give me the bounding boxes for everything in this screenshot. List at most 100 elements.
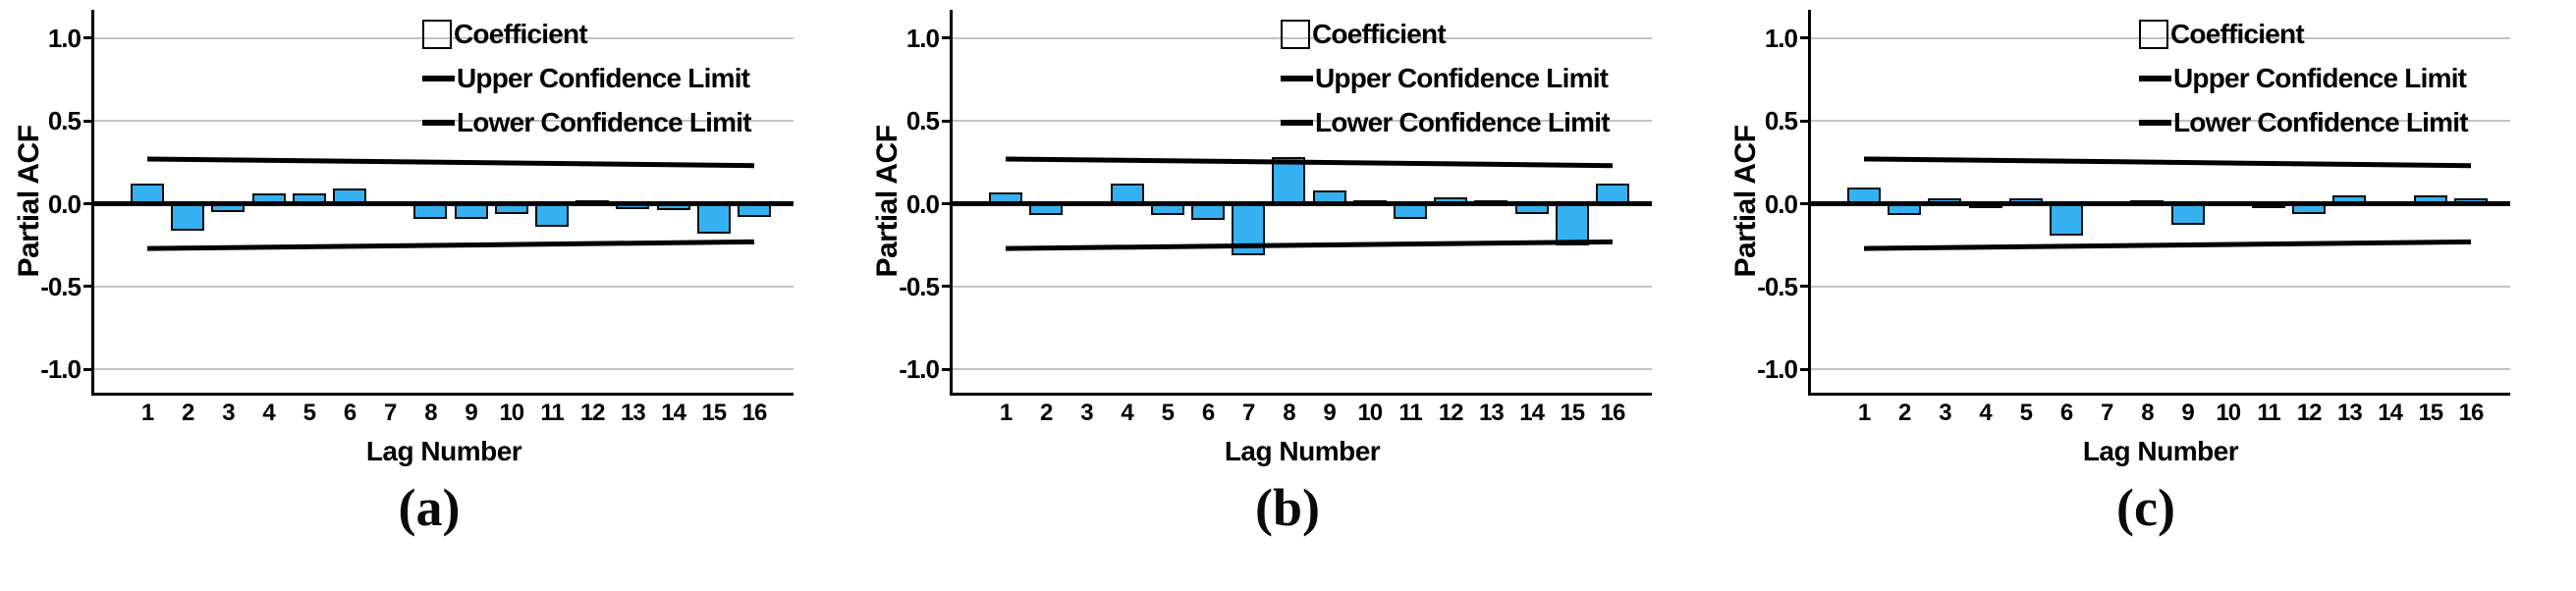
legend-item-upper-confidence-limit: Upper Confidence Limit [422,56,751,100]
x-axis [91,393,794,396]
x-tick-label: 2 [1898,400,1911,426]
upper-confidence-limit-line [1863,156,2472,169]
x-tick-label: 6 [2059,400,2073,426]
legend-label-upper-confidence-limit: Upper Confidence Limit [457,62,750,93]
x-axis-label: Lag Number [365,436,522,466]
legend: Coefficient Upper Confidence Limit Lower… [2139,12,2469,144]
x-tick-label: 10 [1357,400,1383,426]
y-axis-tick [1800,285,1810,289]
panel-caption-c: (c) [2116,478,2175,537]
y-tick-label: 1.0 [1764,23,1798,53]
x-tick-label: 8 [424,400,437,426]
x-tick-label: 8 [1283,400,1295,426]
y-axis-tick [942,367,952,371]
x-tick-label: 1 [140,400,154,426]
y-tick-label: 1.0 [47,23,82,53]
plot-area [91,10,794,396]
y-tick-label: 1.0 [905,23,940,53]
y-axis-tick [83,285,93,289]
y-axis [91,10,94,393]
coefficient-bar-lag-2 [171,203,205,231]
x-tick-label: 7 [384,400,397,426]
coefficient-bar-lag-6 [2050,203,2083,236]
legend-label-upper-confidence-limit: Upper Confidence Limit [2173,62,2467,93]
y-axis-tick [83,36,93,40]
y-tick-label: -1.0 [1757,354,1798,385]
confidence-limit-lines [146,156,755,251]
x-tick-label: 13 [1479,400,1505,426]
legend-item-lower-confidence-limit: Lower Confidence Limit [422,100,752,144]
y-axis-tick [942,119,952,123]
x-tick-label: 14 [2378,400,2403,426]
gridline [94,368,794,371]
x-tick-label: 14 [1519,400,1545,426]
x-tick-label: 10 [2216,400,2241,426]
lower-confidence-limit-line [1005,239,1614,251]
y-axis-tick [83,367,93,371]
legend-label-lower-confidence-limit: Lower Confidence Limit [457,106,752,137]
gridline [953,285,1652,288]
zero-line [953,201,1652,207]
y-axis-tick [1800,367,1810,371]
x-tick-label: 9 [465,400,477,426]
panel-caption-b: (b) [1255,478,1320,537]
coefficient-swatch-icon [422,19,452,49]
upper-confidence-limit-line-icon [422,75,455,81]
x-tick-label: 11 [1398,400,1422,426]
x-tick-label: 4 [1979,400,1992,426]
confidence-limit-lines [1005,156,1614,251]
gridline [953,36,1652,39]
x-tick-label: 7 [1242,400,1255,426]
x-tick-label: 11 [540,400,564,426]
x-tick-label: 1 [1857,400,1871,426]
y-tick-label: -0.5 [1757,271,1798,301]
legend-label-lower-confidence-limit: Lower Confidence Limit [1315,106,1611,137]
y-tick-label: 0.5 [47,106,82,136]
pacf-chart-panel-b: Partial ACF Coefficient Upper Confidence… [858,0,1717,591]
legend-label-coefficient: Coefficient [2170,18,2305,49]
legend: Coefficient Upper Confidence Limit Lower… [1281,12,1611,144]
y-axis-tick [942,285,952,289]
upper-confidence-limit-line-icon [2139,75,2171,81]
legend-item-upper-confidence-limit: Upper Confidence Limit [1281,56,1610,100]
y-axis-tick [1800,202,1810,206]
y-axis-tick [83,202,93,206]
x-tick-label: 15 [2418,400,2443,426]
x-tick-label: 3 [1080,400,1093,426]
gridline [1811,285,2510,288]
x-tick-label: 16 [1600,400,1626,426]
x-tick-label: 12 [579,400,606,426]
x-axis [1808,393,2510,396]
legend-item-upper-confidence-limit: Upper Confidence Limit [2139,56,2468,100]
x-tick-label: 12 [2296,400,2323,426]
coefficient-swatch-icon [1281,19,1310,49]
x-axis [950,393,1652,396]
gridline [94,36,794,39]
plot-area [1808,10,2510,396]
x-tick-label: 4 [1121,400,1133,426]
gridline [1811,368,2510,371]
x-tick-label: 16 [741,400,768,426]
gridline [953,368,1652,371]
y-tick-label: -0.5 [40,271,82,301]
y-axis-tick [1800,119,1810,123]
x-tick-label: 14 [661,400,686,426]
zero-line [94,201,794,207]
y-tick-label: 0.0 [905,188,940,219]
legend-label-coefficient: Coefficient [454,18,588,49]
y-tick-label: 0.0 [47,188,82,219]
legend-label-upper-confidence-limit: Upper Confidence Limit [1315,62,1609,93]
x-tick-label: 2 [1040,400,1053,426]
x-tick-label: 12 [1438,400,1464,426]
x-tick-label: 4 [262,400,275,426]
x-tick-label: 2 [182,400,194,426]
zero-line [1811,201,2510,207]
x-tick-label: 10 [499,400,524,426]
x-tick-label: 7 [2101,400,2113,426]
x-tick-label: 15 [1560,400,1585,426]
lower-confidence-limit-line [1863,239,2472,251]
x-tick-label: 5 [2019,400,2033,426]
legend-label-coefficient: Coefficient [1312,18,1447,49]
x-tick-label: 3 [1939,400,1951,426]
